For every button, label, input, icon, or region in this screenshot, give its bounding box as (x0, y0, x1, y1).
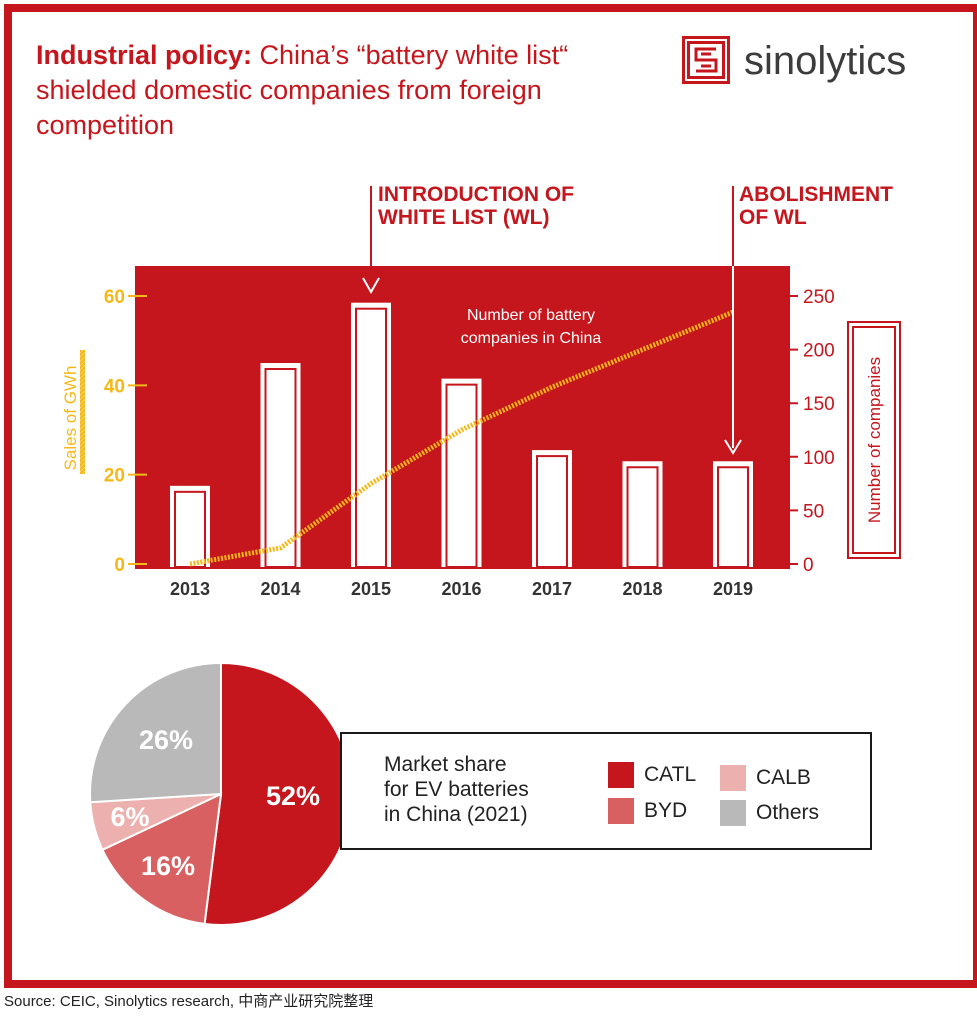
arrow-abolishment-head (724, 439, 742, 455)
pie-slice-others (89, 661, 222, 804)
legend-label-byd: BYD (644, 799, 688, 822)
title-rest: China’s “battery white list“ shielded do… (36, 40, 569, 140)
y2-tick-label: 150 (803, 394, 835, 415)
legend-swatch-calb (720, 765, 746, 791)
arrow-introduction-head (362, 277, 380, 295)
annotation-introduction: INTRODUCTION OF WHITE LIST (WL) (378, 183, 574, 229)
legend-swatch-catl (608, 762, 634, 788)
x-tick-label: 2019 (713, 579, 753, 599)
x-tick-label: 2013 (170, 579, 210, 599)
bar-inner-outline (264, 368, 297, 568)
y2-label-box-inner (852, 326, 896, 554)
y-axis-label-hatch (80, 350, 85, 474)
legend-swatch-others (720, 800, 746, 826)
y-tick-label: 60 (104, 287, 125, 308)
pie-slice-byd (101, 792, 223, 926)
title-bold: Industrial policy: (36, 40, 253, 70)
x-tick-label: 2015 (351, 579, 391, 599)
bar-inner-outline (536, 455, 568, 569)
y2-tick-label: 100 (803, 448, 835, 469)
line-annotation-label: Number of battery (467, 307, 595, 324)
bar-inner-outline (355, 307, 387, 568)
pie-value-label: 6% (110, 802, 149, 832)
y2-tick-label: 50 (803, 501, 824, 522)
bar (622, 461, 663, 567)
y2-tick-label: 250 (803, 287, 835, 308)
chart-title: Industrial policy: China’s “battery whit… (36, 38, 676, 143)
y-tick-label: 40 (104, 376, 125, 397)
source-note: Source: CEIC, Sinolytics research, 中商产业研… (4, 993, 374, 1010)
bar (532, 450, 572, 567)
bar-inner-outline (445, 383, 478, 568)
y2-tick-label: 200 (803, 341, 835, 362)
bar (351, 302, 391, 567)
y2-axis-label: Number of companies (865, 357, 884, 523)
line-annotation-label: companies in China (461, 330, 602, 347)
x-tick-label: 2018 (622, 579, 662, 599)
bar (170, 485, 210, 567)
bar-inner-outline (174, 490, 206, 569)
pie-legend-box: Market share for EV batteries in China (… (340, 732, 872, 850)
bar (260, 363, 301, 567)
brand-name: sinolytics (744, 39, 907, 83)
x-tick-label: 2016 (441, 579, 481, 599)
bar (713, 461, 753, 567)
series-line-companies (189, 309, 734, 567)
legend-swatch-byd (608, 798, 634, 824)
legend-label-catl: CATL (644, 763, 697, 786)
x-tick-label: 2014 (260, 579, 300, 599)
legend-label-others: Others (756, 801, 820, 824)
annotation-abolishment: ABOLISHMENT OF WL (739, 183, 893, 229)
x-tick-label: 2017 (532, 579, 572, 599)
y-tick-label: 20 (104, 466, 125, 487)
pie-value-label: 26% (139, 725, 193, 755)
pie-value-label: 52% (266, 781, 320, 811)
y2-label-box-outer (847, 321, 901, 559)
legend-label-calb: CALB (756, 766, 811, 789)
y2-tick-label: 0 (803, 555, 814, 576)
y-tick-label: 0 (114, 555, 125, 576)
brand-logo: sinolytics (682, 36, 952, 86)
bar-inner-outline (717, 466, 749, 568)
pie-title: Market share for EV batteries in China (… (384, 753, 529, 826)
bar-inner-outline (626, 466, 659, 568)
y-axis-label: Sales of GWh (61, 366, 80, 471)
pie-value-label: 16% (141, 851, 195, 881)
brand-mark-icon (682, 36, 730, 84)
bar (441, 378, 482, 567)
